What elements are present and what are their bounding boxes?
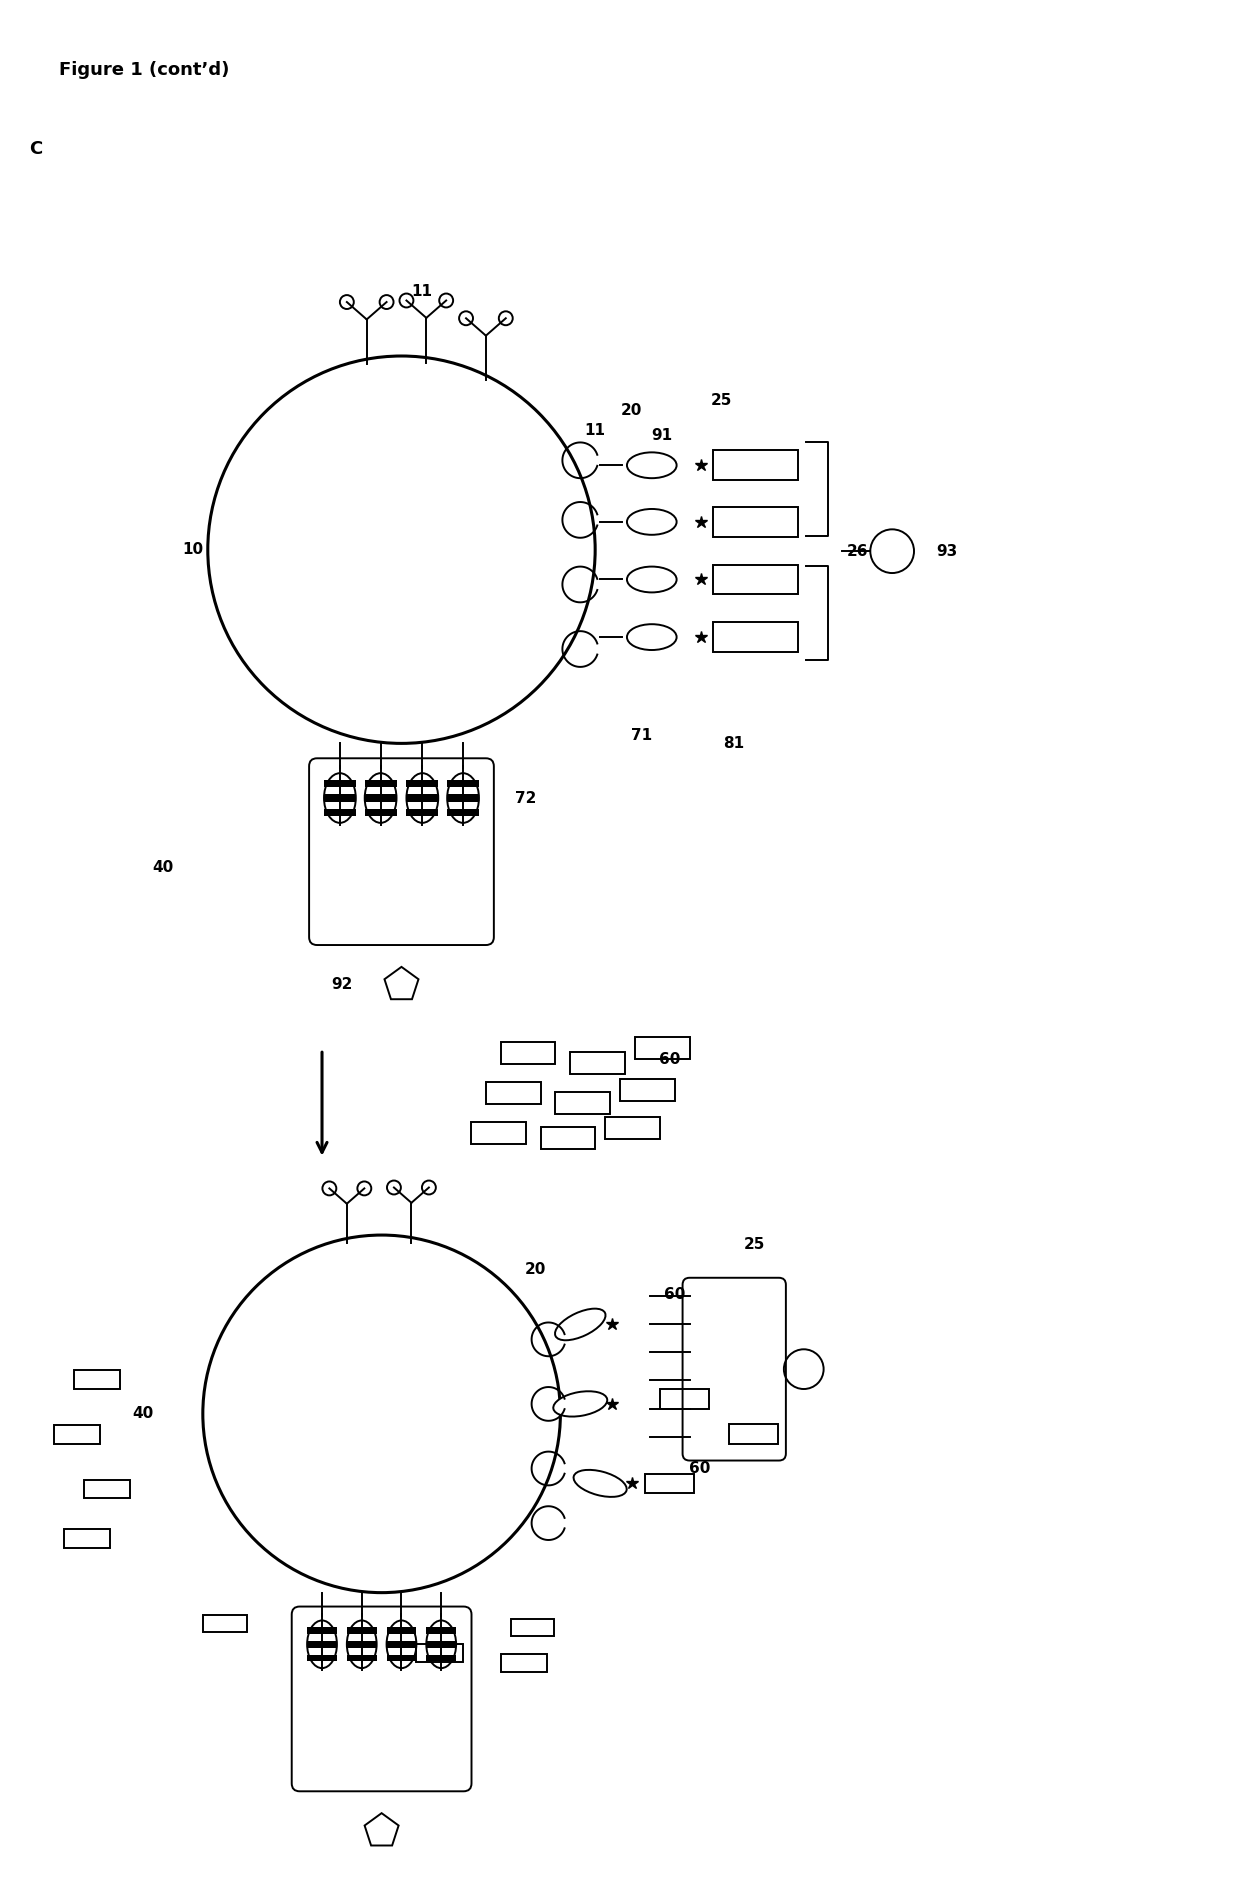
Bar xyxy=(713,506,797,537)
Bar xyxy=(308,1641,337,1648)
Bar xyxy=(347,1654,377,1662)
Bar xyxy=(570,1053,625,1074)
Bar xyxy=(713,565,797,594)
Bar xyxy=(635,1038,689,1059)
Bar xyxy=(203,1614,247,1633)
Ellipse shape xyxy=(553,1391,608,1417)
Bar xyxy=(427,1628,456,1633)
Text: 92: 92 xyxy=(331,977,352,992)
Bar xyxy=(387,1628,417,1633)
Bar xyxy=(660,1389,709,1409)
Text: 60: 60 xyxy=(663,1288,686,1301)
Text: 25: 25 xyxy=(711,393,732,408)
Bar xyxy=(347,1641,377,1648)
Bar xyxy=(541,1127,595,1150)
Bar xyxy=(387,1641,417,1648)
Text: 20: 20 xyxy=(525,1262,547,1277)
Text: 71: 71 xyxy=(631,728,652,744)
Ellipse shape xyxy=(556,1309,605,1341)
Text: 26: 26 xyxy=(847,544,868,560)
Bar xyxy=(713,450,797,480)
Text: 40: 40 xyxy=(153,859,174,875)
Bar xyxy=(448,808,479,816)
Text: 60: 60 xyxy=(658,1051,681,1066)
Bar xyxy=(324,808,356,816)
Bar xyxy=(365,808,397,816)
Bar xyxy=(729,1425,779,1444)
Text: 93: 93 xyxy=(936,544,957,560)
Bar xyxy=(448,780,479,787)
Bar xyxy=(83,1480,130,1499)
Ellipse shape xyxy=(574,1470,626,1497)
Bar xyxy=(511,1618,554,1637)
Bar xyxy=(501,1041,556,1064)
Bar xyxy=(427,1654,456,1662)
Text: 72: 72 xyxy=(515,791,537,806)
Bar xyxy=(308,1654,337,1662)
Bar xyxy=(605,1117,660,1138)
Bar xyxy=(365,795,397,802)
Text: 91: 91 xyxy=(651,429,672,444)
Bar xyxy=(308,1628,337,1633)
Bar xyxy=(448,795,479,802)
Bar xyxy=(417,1643,463,1662)
Bar xyxy=(407,808,438,816)
Text: 10: 10 xyxy=(182,543,203,558)
Text: 20: 20 xyxy=(621,404,642,417)
Bar xyxy=(471,1121,526,1144)
Text: C: C xyxy=(29,140,42,159)
Text: 60: 60 xyxy=(688,1461,711,1476)
Bar xyxy=(486,1081,541,1104)
Bar xyxy=(53,1425,100,1444)
Bar xyxy=(387,1654,417,1662)
Text: 81: 81 xyxy=(723,736,744,751)
Bar xyxy=(347,1628,377,1633)
Bar xyxy=(713,622,797,653)
Text: 40: 40 xyxy=(131,1406,154,1421)
Text: 11: 11 xyxy=(410,285,432,300)
Bar xyxy=(324,780,356,787)
Bar xyxy=(427,1641,456,1648)
Bar xyxy=(365,780,397,787)
Bar xyxy=(407,795,438,802)
Bar xyxy=(501,1654,547,1671)
Bar xyxy=(645,1474,694,1493)
Text: 25: 25 xyxy=(744,1237,765,1252)
Bar xyxy=(63,1529,110,1548)
Bar xyxy=(73,1370,120,1389)
Bar xyxy=(407,780,438,787)
Bar xyxy=(620,1079,675,1100)
Bar xyxy=(556,1093,610,1114)
Bar xyxy=(324,795,356,802)
Text: 11: 11 xyxy=(585,423,605,438)
Text: Figure 1 (cont’d): Figure 1 (cont’d) xyxy=(58,61,229,80)
